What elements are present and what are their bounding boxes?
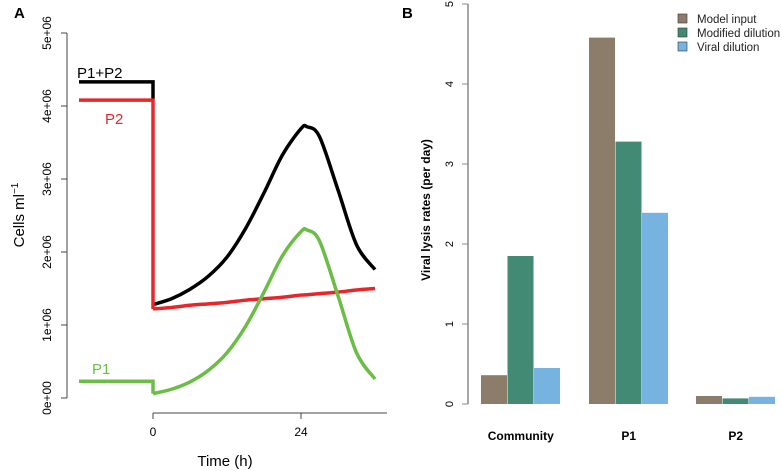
panel-a-chart: 0e+00 1e+06 2e+06 3e+06 4e+06 5e+06 0 24 P1+P2 P2… <box>40 16 387 439</box>
panel-b-chart: 0 1 2 3 4 5 Community P1 P2 Model input Modified d… <box>444 1 780 443</box>
legend-swatch <box>677 41 688 52</box>
legend-label: Model input <box>697 14 757 26</box>
bar-community-modified-dilution <box>507 256 534 404</box>
panel-a-x-axis-label: Time (h) <box>197 453 252 470</box>
y-tick-label: 3 <box>444 161 456 167</box>
legend-swatch <box>677 13 688 24</box>
bar-community-viral-dilution <box>534 368 560 404</box>
legend-label: Modified dilution <box>697 28 780 40</box>
y-tick-label: 3e+06 <box>40 162 54 196</box>
x-tick-label: 24 <box>294 425 308 439</box>
y-tick-label: 4 <box>444 81 456 87</box>
category-label: P1 <box>621 429 636 443</box>
category-label: P2 <box>728 429 743 443</box>
bar-community-model-input <box>481 375 507 404</box>
legend-label: Viral dilution <box>697 42 759 54</box>
bar-p2-model-input <box>696 396 722 404</box>
bar-p1-model-input <box>589 37 615 404</box>
category-label: Community <box>488 429 554 443</box>
series-label: P1+P2 <box>77 65 122 82</box>
panel-a-y-axis-label: Cells ml−1 <box>10 182 28 247</box>
series-line-p1 <box>79 226 377 396</box>
y-tick-label: 2e+06 <box>40 235 54 269</box>
bar-p1-modified-dilution <box>615 141 642 404</box>
legend-swatch <box>677 27 688 38</box>
x-tick-label: 0 <box>150 425 157 439</box>
y-tick-label: 4e+06 <box>40 89 54 123</box>
series-line-p1-plus-p2 <box>79 80 377 307</box>
panel-a-label: A <box>14 5 25 22</box>
panel-b-label: B <box>402 5 413 22</box>
y-tick-label: 0 <box>444 401 456 407</box>
bar-p1-viral-dilution <box>642 212 668 404</box>
bar-p2-viral-dilution <box>749 396 775 404</box>
series-label: P1 <box>92 361 110 378</box>
y-tick-label: 5e+06 <box>40 16 54 50</box>
bar-p2-modified-dilution <box>722 398 749 404</box>
y-tick-label: 5 <box>444 1 456 7</box>
y-tick-label: 2 <box>444 241 456 247</box>
y-tick-label: 1 <box>444 321 456 327</box>
series-label: P2 <box>105 111 123 128</box>
y-tick-label: 0e+00 <box>40 381 54 415</box>
y-tick-label: 1e+06 <box>40 308 54 342</box>
panel-b-y-axis-label: Viral lysis rates (per day) <box>419 139 433 281</box>
